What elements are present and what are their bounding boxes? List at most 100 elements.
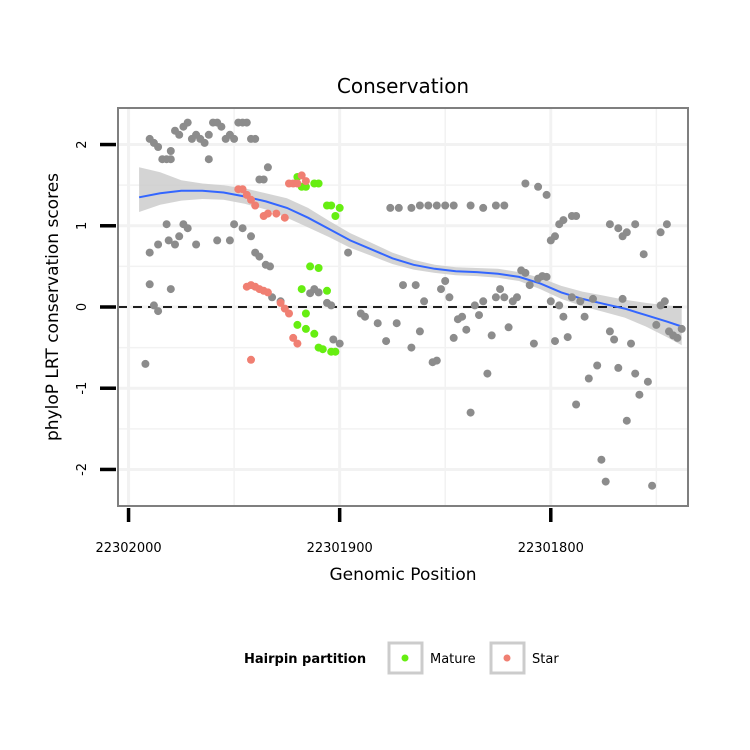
data-point-star bbox=[263, 288, 272, 297]
data-point-star bbox=[293, 179, 302, 188]
data-point-other bbox=[437, 285, 445, 294]
data-point-star bbox=[251, 201, 260, 210]
data-point-other bbox=[656, 228, 665, 237]
data-point-star bbox=[293, 339, 302, 348]
data-point-other bbox=[238, 224, 247, 233]
data-point-other bbox=[230, 220, 239, 229]
data-point-other bbox=[576, 297, 585, 306]
data-point-mature bbox=[314, 179, 323, 188]
data-point-other bbox=[166, 155, 175, 164]
data-point-other bbox=[175, 232, 184, 241]
data-point-mature bbox=[327, 201, 336, 210]
legend-label-mature: Mature bbox=[430, 652, 476, 667]
data-point-mature bbox=[306, 262, 315, 271]
data-point-other bbox=[327, 301, 336, 310]
data-point-other bbox=[407, 203, 416, 212]
data-point-other bbox=[255, 252, 264, 261]
data-point-mature bbox=[314, 264, 323, 272]
data-point-star bbox=[272, 209, 281, 218]
data-point-star bbox=[247, 195, 255, 204]
data-point-other bbox=[162, 220, 171, 229]
x-tick-label: 22301800 bbox=[518, 541, 584, 556]
legend-swatch-mature bbox=[401, 654, 409, 662]
data-point-other bbox=[559, 312, 568, 321]
data-point-other bbox=[627, 339, 635, 348]
data-point-other bbox=[521, 179, 530, 188]
data-point-other bbox=[546, 297, 555, 306]
data-point-other bbox=[407, 343, 416, 352]
data-point-other bbox=[648, 481, 657, 490]
data-point-other bbox=[491, 201, 500, 210]
data-point-star bbox=[247, 355, 255, 364]
data-point-other bbox=[263, 163, 272, 172]
legend-title: Hairpin partition bbox=[244, 652, 366, 667]
data-point-other bbox=[631, 220, 640, 229]
data-point-star bbox=[297, 171, 306, 180]
data-point-other bbox=[164, 236, 173, 245]
data-point-other bbox=[458, 312, 467, 321]
data-point-other bbox=[479, 203, 488, 212]
data-point-other bbox=[445, 293, 454, 302]
data-point-other bbox=[420, 297, 429, 306]
data-point-other bbox=[605, 220, 614, 229]
data-point-mature bbox=[310, 329, 319, 338]
data-point-mature bbox=[297, 285, 306, 294]
data-point-star bbox=[285, 309, 293, 318]
x-axis: 22302000 22301900 22301800 bbox=[95, 508, 584, 556]
smooth-trend-line bbox=[138, 189, 683, 328]
data-point-other bbox=[314, 288, 323, 297]
data-point-other bbox=[251, 134, 260, 143]
data-point-other bbox=[567, 293, 576, 302]
data-point-other bbox=[462, 325, 471, 334]
data-point-other bbox=[614, 363, 623, 372]
data-point-other bbox=[470, 301, 479, 310]
data-point-other bbox=[500, 201, 509, 210]
x-axis-label: Genomic Position bbox=[329, 565, 476, 585]
data-point-other bbox=[154, 143, 163, 151]
data-point-other bbox=[183, 224, 192, 233]
data-point-other bbox=[525, 281, 534, 290]
data-point-mature bbox=[301, 182, 310, 191]
data-point-mature bbox=[301, 324, 310, 333]
data-point-other bbox=[483, 369, 492, 378]
data-point-mature bbox=[293, 320, 302, 329]
y-tick-label: -2 bbox=[75, 463, 90, 476]
data-point-other bbox=[335, 339, 344, 348]
data-point-other bbox=[504, 323, 513, 332]
data-point-other bbox=[154, 307, 163, 316]
data-point-other bbox=[605, 327, 614, 336]
data-point-other bbox=[521, 268, 530, 277]
data-point-other bbox=[652, 320, 661, 329]
data-point-star bbox=[289, 333, 298, 342]
data-point-other bbox=[601, 477, 610, 486]
data-point-other bbox=[584, 374, 593, 383]
data-point-other bbox=[643, 377, 652, 386]
data-point-other bbox=[266, 262, 274, 271]
data-point-other bbox=[551, 337, 559, 346]
data-point-other bbox=[166, 147, 175, 155]
data-point-other bbox=[213, 236, 222, 245]
data-point-star bbox=[280, 213, 289, 222]
data-point-other bbox=[572, 400, 581, 409]
data-point-other bbox=[183, 118, 192, 127]
data-point-other bbox=[513, 293, 521, 302]
chart-title: Conservation bbox=[337, 74, 469, 98]
data-point-other bbox=[677, 324, 686, 333]
data-point-other bbox=[441, 201, 450, 210]
data-point-other bbox=[141, 359, 150, 368]
data-point-other bbox=[329, 335, 338, 344]
data-point-other bbox=[441, 277, 450, 285]
data-point-other bbox=[411, 281, 420, 290]
y-tick-label: -1 bbox=[75, 382, 90, 395]
data-point-mature bbox=[301, 309, 310, 318]
data-point-other bbox=[399, 281, 407, 290]
data-point-other bbox=[259, 175, 268, 184]
data-point-other bbox=[466, 408, 475, 417]
data-point-other bbox=[204, 155, 213, 164]
data-point-star bbox=[238, 185, 247, 194]
legend-label-star: Star bbox=[532, 652, 559, 667]
data-point-other bbox=[242, 118, 251, 127]
data-point-other bbox=[660, 297, 669, 306]
data-point-other bbox=[542, 190, 551, 199]
